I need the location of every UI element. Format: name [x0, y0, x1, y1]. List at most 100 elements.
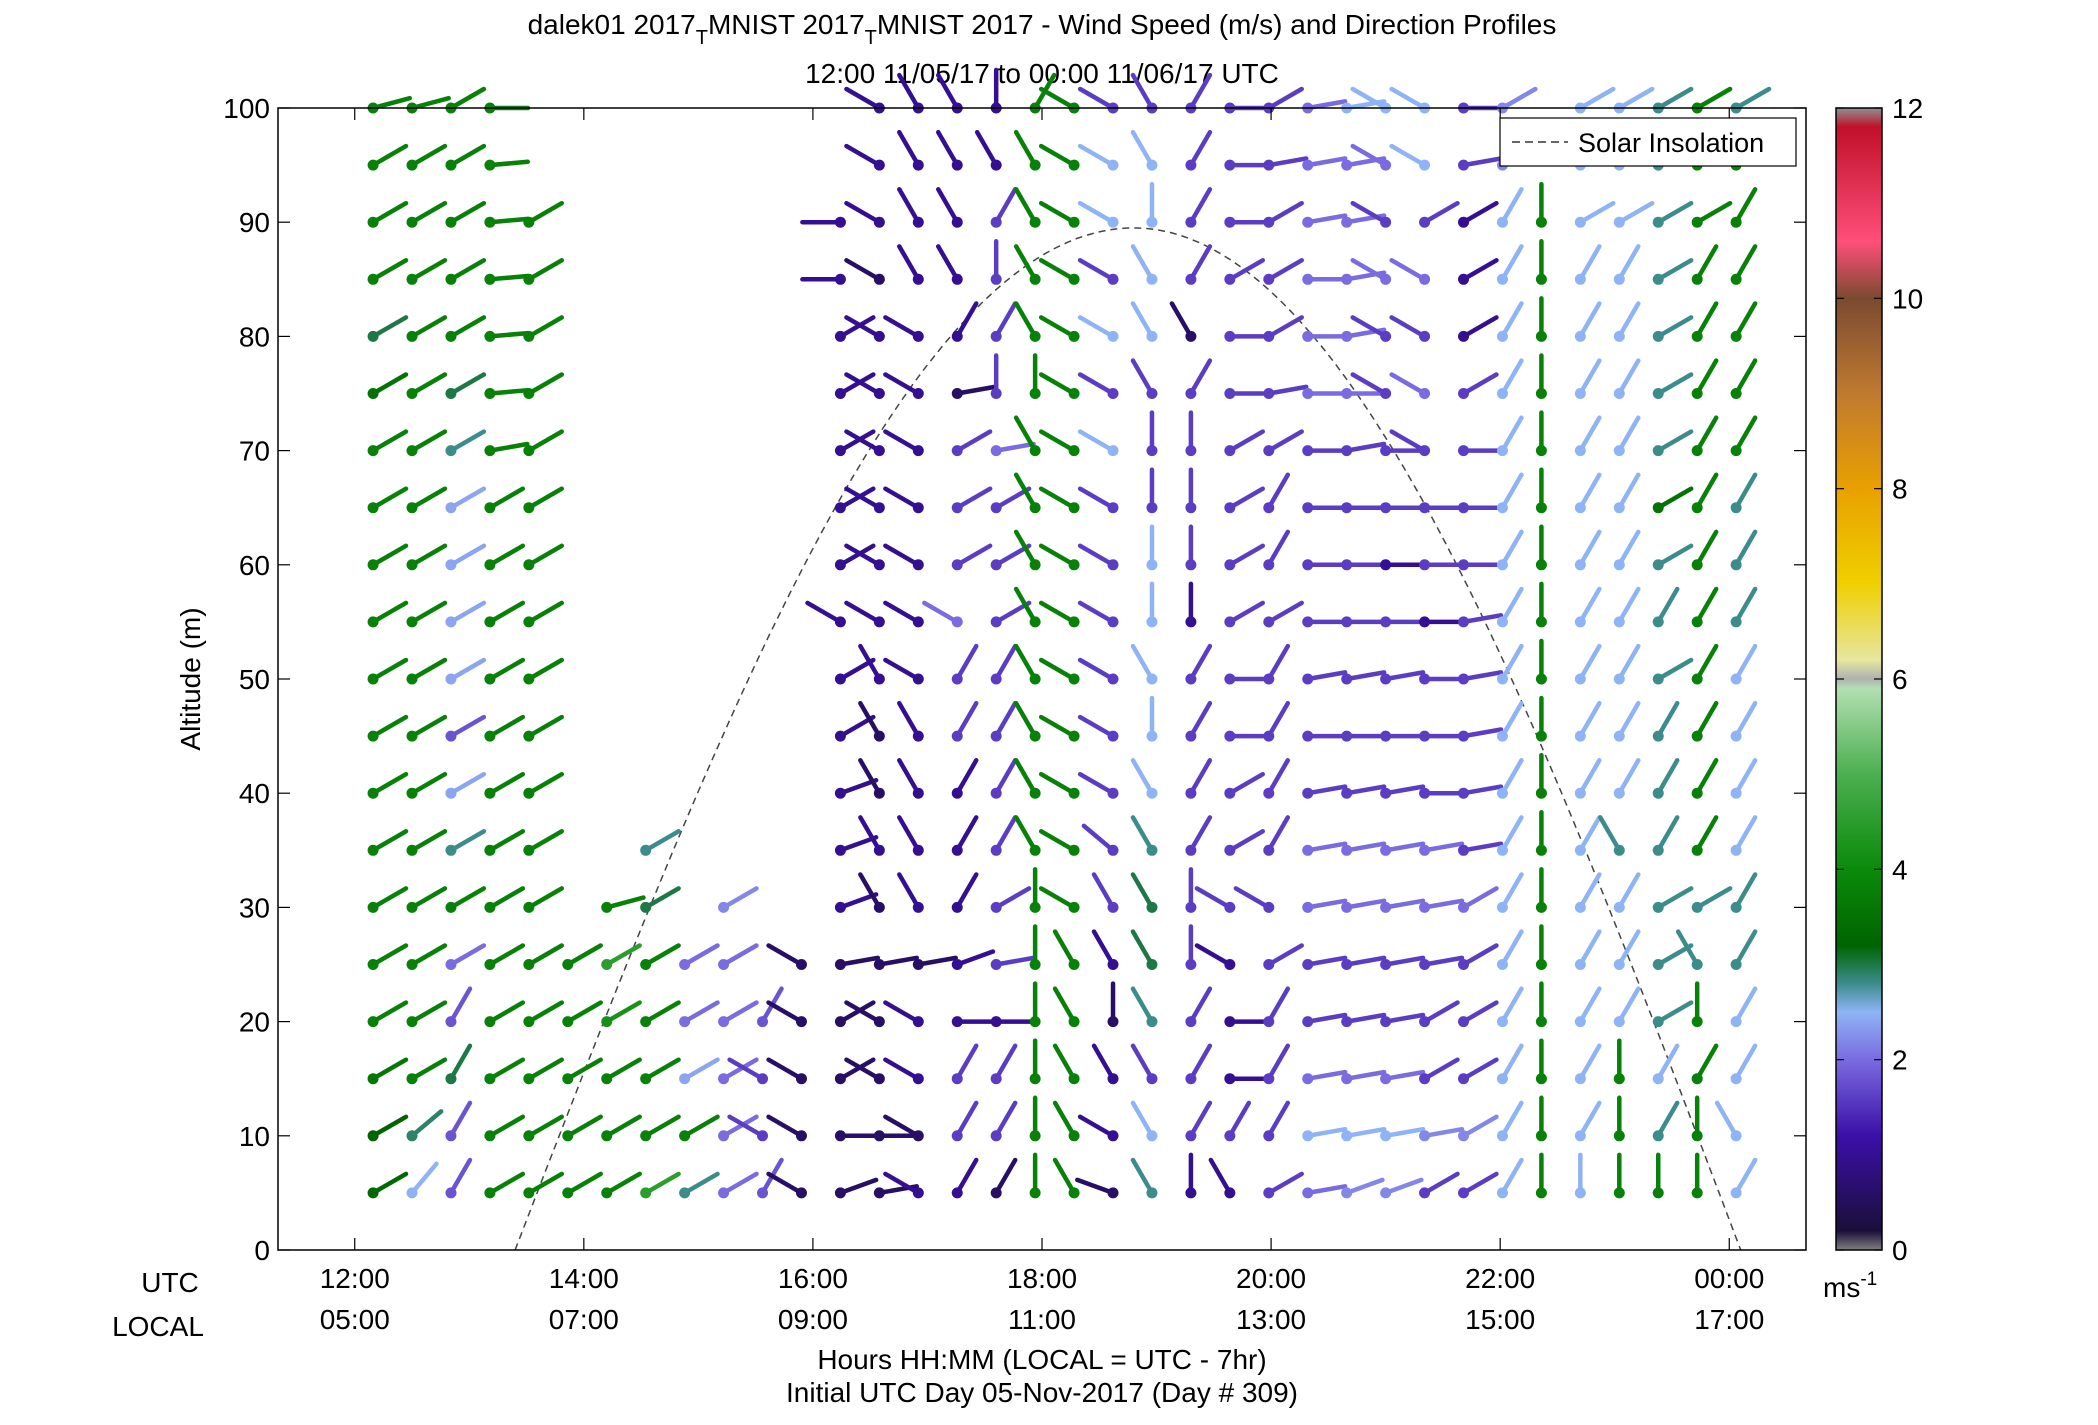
wind-barb: [1302, 156, 1348, 171]
wind-barb-stick: [448, 657, 487, 682]
wind-barb: [367, 771, 409, 799]
wind-barb: [1574, 244, 1602, 285]
wind-barb: [484, 543, 526, 571]
wind-barb-dot: [406, 559, 418, 571]
wind-barb: [1302, 670, 1348, 685]
wind-barb-stick: [1130, 929, 1155, 967]
wind-barb-dot: [1380, 388, 1392, 399]
wind-barb: [1730, 472, 1758, 514]
wind-barb-dot: [601, 901, 613, 913]
wind-barb-dot: [1185, 673, 1197, 685]
wind-barb-stick: [1422, 1057, 1460, 1081]
wind-barb-stick: [526, 429, 565, 453]
wind-barb-stick: [1500, 529, 1524, 568]
wind-barb: [1052, 986, 1080, 1028]
wind-barb-dot: [1652, 273, 1664, 285]
wind-barb-stick: [721, 1057, 759, 1081]
wind-barb: [1613, 301, 1641, 342]
wind-barb: [1419, 730, 1465, 742]
wind-barb-dot: [367, 330, 379, 342]
wind-barb-dot: [1263, 159, 1275, 171]
wind-barb-stick: [935, 72, 960, 111]
wind-barb-stick: [370, 429, 409, 453]
wind-barb: [1224, 730, 1271, 742]
wind-barb-stick: [409, 1000, 448, 1024]
wind-barb-dot: [990, 616, 1002, 628]
wind-barb-dot: [367, 616, 379, 628]
wind-barb-stick: [1500, 872, 1524, 910]
wind-barb-dot: [484, 388, 496, 399]
wind-barb-stick: [1305, 1126, 1348, 1139]
wind-barb: [1224, 258, 1266, 285]
wind-barb-stick: [370, 886, 409, 910]
wind-barb: [445, 1157, 473, 1199]
wind-barb: [1496, 529, 1524, 571]
wind-barb-dot: [1341, 388, 1353, 399]
wind-barb-dot: [1341, 616, 1353, 628]
wind-barb-stick: [1500, 929, 1524, 967]
wind-barb-dot: [1419, 445, 1431, 457]
wind-barb-dot: [601, 959, 613, 970]
wind-barb-stick: [897, 815, 921, 853]
wind-barb-stick: [838, 835, 879, 853]
wind-barb-dot: [1224, 616, 1236, 628]
wind-barb-dot: [1419, 1016, 1431, 1028]
wind-barb-dot: [873, 330, 885, 342]
wind-barb: [1185, 986, 1213, 1028]
wind-barb: [679, 1057, 720, 1085]
wind-barb: [1691, 981, 1703, 1028]
wind-barb-stick: [370, 95, 413, 111]
wind-barb: [484, 159, 531, 171]
wind-barb-dot: [1224, 388, 1236, 399]
wind-barb: [484, 1000, 526, 1028]
wind-barb-stick: [604, 1171, 642, 1196]
wind-barb-stick: [1305, 1184, 1348, 1196]
wind-barb-dot: [1146, 502, 1158, 514]
wind-barb: [562, 1171, 603, 1199]
wind-barb-dot: [445, 216, 457, 228]
wind-barb-dot: [1029, 273, 1041, 285]
wind-barb: [523, 315, 565, 342]
wind-barb-stick: [448, 143, 487, 168]
wind-barb-dot: [1535, 616, 1547, 628]
wind-barb: [367, 1171, 409, 1199]
wind-barb: [1263, 643, 1291, 685]
wind-barb: [484, 886, 526, 913]
wind-barb-dot: [1458, 787, 1470, 799]
wind-barb-stick: [409, 1057, 448, 1081]
wind-barb-dot: [1029, 1073, 1041, 1085]
wind-barb: [1194, 886, 1236, 913]
wind-barb-dot: [795, 1187, 807, 1199]
wind-barb: [1730, 244, 1758, 285]
wind-barb: [951, 543, 993, 571]
wind-barb-stick: [526, 829, 565, 853]
y-tick-label: 100: [223, 93, 270, 124]
wind-barb: [1691, 586, 1719, 628]
wind-barb-dot: [1535, 1073, 1547, 1085]
wind-barb-stick: [1013, 529, 1038, 568]
wind-barb-stick: [1733, 358, 1758, 396]
wind-barb-stick: [1188, 244, 1213, 282]
wind-barb-stick: [1578, 872, 1602, 910]
wind-barb-dot: [1107, 673, 1119, 685]
wind-barb-dot: [1302, 1073, 1314, 1085]
wind-barb-dot: [1419, 616, 1431, 628]
wind-barb-stick: [1052, 929, 1077, 967]
wind-barb: [523, 200, 565, 228]
wind-barb-dot: [1535, 502, 1547, 514]
wind-barb-stick: [935, 129, 960, 168]
wind-barb: [990, 1157, 1018, 1199]
wind-barb-stick: [1500, 700, 1524, 739]
wind-barb-dot: [1263, 559, 1275, 571]
wind-barb-dot: [1107, 388, 1119, 399]
wind-barb-stick: [487, 1000, 526, 1024]
wind-barb-dot: [484, 273, 496, 285]
wind-barb-dot: [873, 901, 885, 913]
wind-barb-dot: [601, 1016, 613, 1028]
wind-barb-dot: [912, 959, 924, 970]
wind-barb: [1730, 986, 1758, 1028]
wind-barb: [883, 1000, 924, 1028]
y-tick-label: 50: [239, 664, 270, 695]
wind-barb-dot: [1068, 844, 1080, 856]
